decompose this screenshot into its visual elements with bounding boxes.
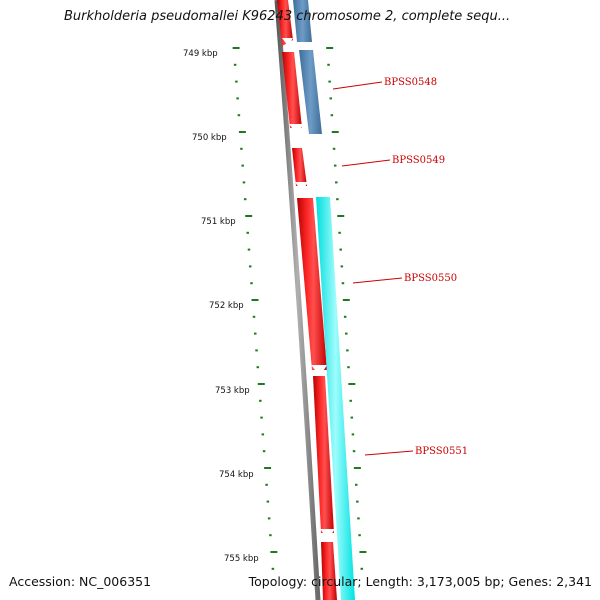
scale-label: 750 kbp (192, 133, 227, 143)
scale-label: 755 kbp (224, 554, 259, 564)
scale-label: 749 kbp (183, 49, 218, 59)
scale-label: 752 kbp (209, 301, 244, 311)
scale-label: 754 kbp (219, 470, 254, 480)
cds-block (321, 542, 337, 600)
feature-track (277, 0, 355, 600)
cds-block (282, 52, 302, 128)
gene-label-leader (352, 277, 403, 284)
gene-label[interactable]: BPSS0551 (415, 446, 468, 457)
backbone-arc (274, 0, 321, 600)
strand-arrow (320, 529, 335, 539)
gene-block (299, 50, 322, 134)
scale-label: 751 kbp (201, 217, 236, 227)
scale-label: 753 kbp (215, 386, 250, 396)
gene-label[interactable]: BPSS0549 (392, 155, 445, 166)
scale-labels: 749 kbp 750 kbp 751 kbp 752 kbp 753 kbp 754 k… (183, 49, 259, 564)
cds-block (292, 148, 307, 186)
strand-arrow (311, 365, 327, 376)
gene-label[interactable]: BPSS0550 (404, 273, 457, 284)
cds-block (297, 198, 327, 370)
gene-label-leader (332, 81, 383, 90)
cds-block (277, 0, 293, 46)
strand-arrow (295, 182, 308, 192)
gene-label[interactable]: BPSS0548 (384, 77, 437, 88)
strand-arrow (289, 124, 304, 134)
gene-block (293, 0, 312, 42)
map-title: Burkholderia pseudomallei K96243 chromos… (64, 9, 511, 24)
cds-block (313, 376, 334, 533)
strand-arrow (282, 38, 293, 46)
gene-block (316, 197, 355, 600)
gene-label-leader (364, 450, 414, 456)
accession-text: Accession: NC_006351 (9, 574, 152, 589)
gene-label-leader (341, 159, 391, 167)
map-summary-text: Topology: circular; Length: 3,173,005 bp… (248, 574, 592, 589)
scale-ticks (232, 47, 367, 570)
gene-labels: BPSS0548 BPSS0549 BPSS0550 BPSS0551 (332, 77, 468, 457)
